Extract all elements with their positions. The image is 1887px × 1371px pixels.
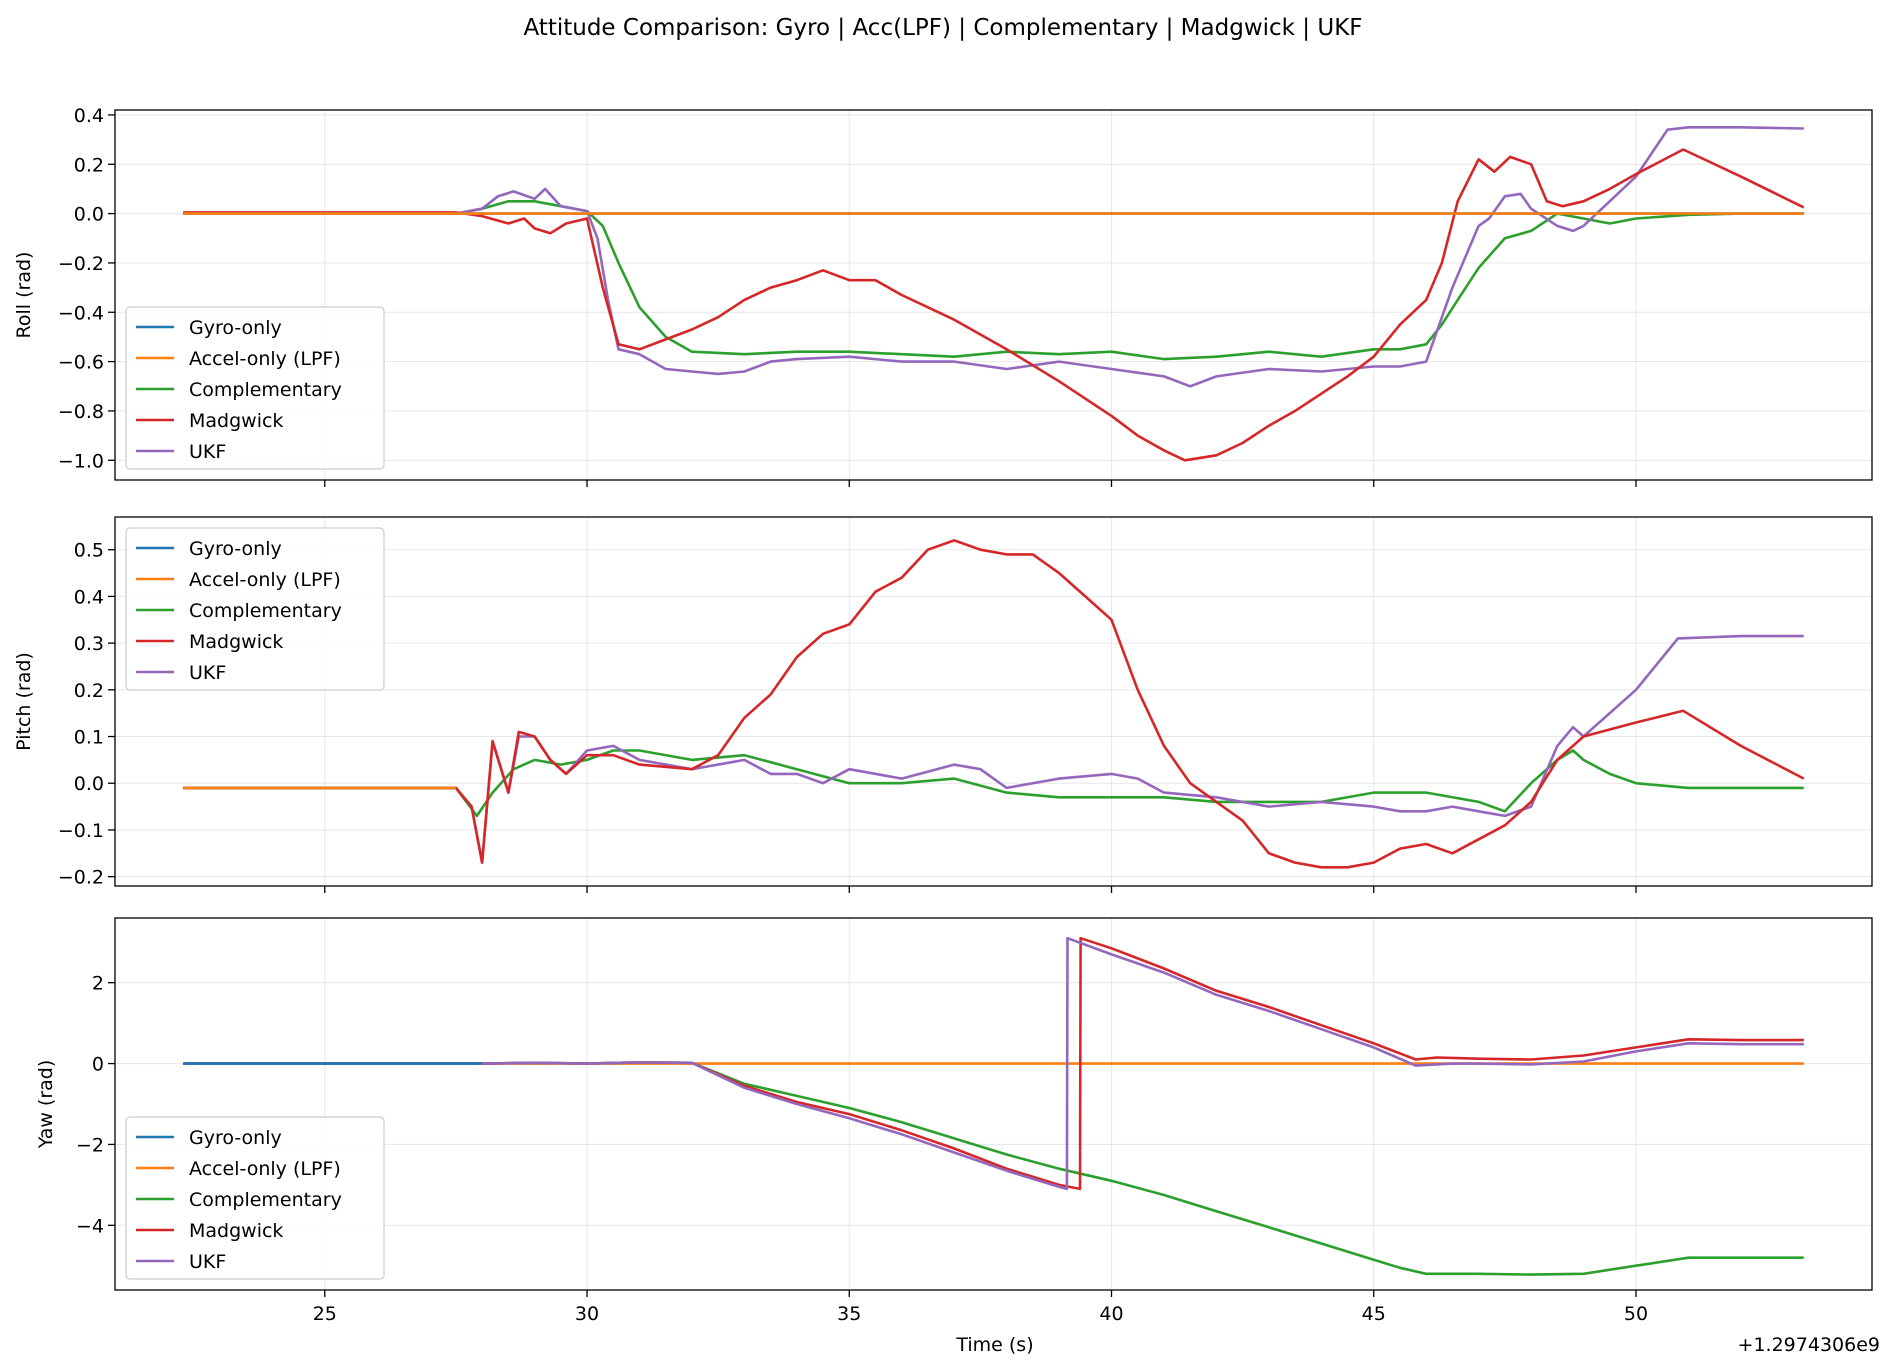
legend: Gyro-only Accel-only (LPF) Complementary Ma… bbox=[125, 1116, 385, 1280]
legend-label-gyro-only: Gyro-only bbox=[189, 1127, 282, 1149]
panel-roll-rad: 0.4 0.2 0.0 −0.2 −0.4 −0.6 −0.8 −1.0 Roll (rad) G… bbox=[13, 105, 1873, 487]
x-tick-label: 25 bbox=[313, 1303, 337, 1325]
y-tick-label: 0.1 bbox=[74, 727, 104, 749]
y-axis-label: Yaw (rad) bbox=[35, 1060, 57, 1150]
legend-label-complementary: Complementary bbox=[189, 600, 342, 622]
x-tick-label: 30 bbox=[575, 1303, 599, 1325]
legend-label-complementary: Complementary bbox=[189, 1189, 342, 1211]
y-tick-label: 0.3 bbox=[74, 633, 104, 655]
y-tick-label: −1.0 bbox=[58, 450, 104, 472]
series-lines bbox=[183, 539, 1805, 869]
y-tick-label: 0.4 bbox=[74, 105, 104, 127]
legend: Gyro-only Accel-only (LPF) Complementary Ma… bbox=[125, 306, 385, 470]
x-axis-offset-text: +1.2974306e9 bbox=[1738, 1334, 1880, 1356]
figure-title: Attitude Comparison: Gyro | Acc(LPF) | C… bbox=[523, 15, 1362, 41]
legend-label-accel-only-lpf: Accel-only (LPF) bbox=[189, 569, 341, 591]
panels-container: 0.4 0.2 0.0 −0.2 −0.4 −0.6 −0.8 −1.0 Roll (rad) G… bbox=[13, 105, 1873, 1325]
y-tick-label: 0.0 bbox=[74, 204, 104, 226]
axes-frame bbox=[114, 516, 1873, 887]
legend-label-madgwick: Madgwick bbox=[189, 1220, 283, 1242]
legend-label-gyro-only: Gyro-only bbox=[189, 538, 282, 560]
x-tick-label: 40 bbox=[1099, 1303, 1123, 1325]
series-lines bbox=[183, 936, 1804, 1276]
legend: Gyro-only Accel-only (LPF) Complementary Ma… bbox=[125, 527, 385, 691]
y-tick-label: 0.2 bbox=[74, 680, 104, 702]
series-line-complementary bbox=[183, 200, 1804, 361]
axes-frame bbox=[114, 109, 1873, 481]
legend-label-madgwick: Madgwick bbox=[189, 410, 283, 432]
series-lines bbox=[183, 126, 1805, 462]
y-tick-label: 0.0 bbox=[74, 773, 104, 795]
panel-pitch-rad: 0.5 0.4 0.3 0.2 0.1 0.0 −0.1 −0.2 Pitch (rad) Gyr… bbox=[13, 516, 1873, 893]
x-tick-label: 50 bbox=[1624, 1303, 1648, 1325]
y-tick-label: 0.5 bbox=[74, 540, 104, 562]
legend-label-complementary: Complementary bbox=[189, 379, 342, 401]
y-tick-label: 2 bbox=[92, 973, 104, 995]
y-tick-label: −0.6 bbox=[58, 352, 104, 374]
y-tick-label: −2 bbox=[76, 1134, 104, 1156]
y-tick-label: 0 bbox=[92, 1054, 104, 1076]
series-line-madgwick bbox=[183, 539, 1805, 869]
series-line-ukf bbox=[183, 634, 1804, 864]
y-axis-label: Roll (rad) bbox=[13, 252, 35, 339]
y-tick-label: −0.2 bbox=[58, 253, 104, 275]
y-tick-label: 0.4 bbox=[74, 586, 104, 608]
legend-box bbox=[125, 527, 385, 691]
x-tick-label: 35 bbox=[837, 1303, 861, 1325]
legend-label-ukf: UKF bbox=[189, 662, 226, 684]
y-tick-label: −0.2 bbox=[58, 867, 104, 889]
legend-label-gyro-only: Gyro-only bbox=[189, 317, 282, 339]
y-tick-label: −0.1 bbox=[58, 820, 104, 842]
y-axis-label: Pitch (rad) bbox=[13, 652, 35, 751]
legend-label-ukf: UKF bbox=[189, 441, 226, 463]
series-line-ukf bbox=[183, 126, 1804, 388]
axes-frame bbox=[114, 917, 1873, 1291]
series-line-madgwick bbox=[183, 148, 1805, 462]
legend-box bbox=[125, 306, 385, 470]
legend-label-ukf: UKF bbox=[189, 1251, 226, 1273]
y-tick-label: −0.8 bbox=[58, 401, 104, 423]
panel-yaw-rad: 2 0 −2 −4 25 30 35 40 45 50 Yaw (rad) Gyro-only Acce… bbox=[35, 917, 1873, 1325]
legend-label-madgwick: Madgwick bbox=[189, 631, 283, 653]
y-tick-label: −0.4 bbox=[58, 302, 104, 324]
x-axis-label: Time (s) bbox=[955, 1334, 1033, 1356]
series-line-complementary bbox=[183, 1061, 1804, 1276]
x-tick-label: 45 bbox=[1362, 1303, 1386, 1325]
y-tick-label: 0.2 bbox=[74, 154, 104, 176]
series-line-ukf bbox=[183, 936, 1804, 1191]
legend-box bbox=[125, 1116, 385, 1280]
legend-label-accel-only-lpf: Accel-only (LPF) bbox=[189, 348, 341, 370]
y-tick-label: −4 bbox=[76, 1215, 104, 1237]
legend-label-accel-only-lpf: Accel-only (LPF) bbox=[189, 1158, 341, 1180]
